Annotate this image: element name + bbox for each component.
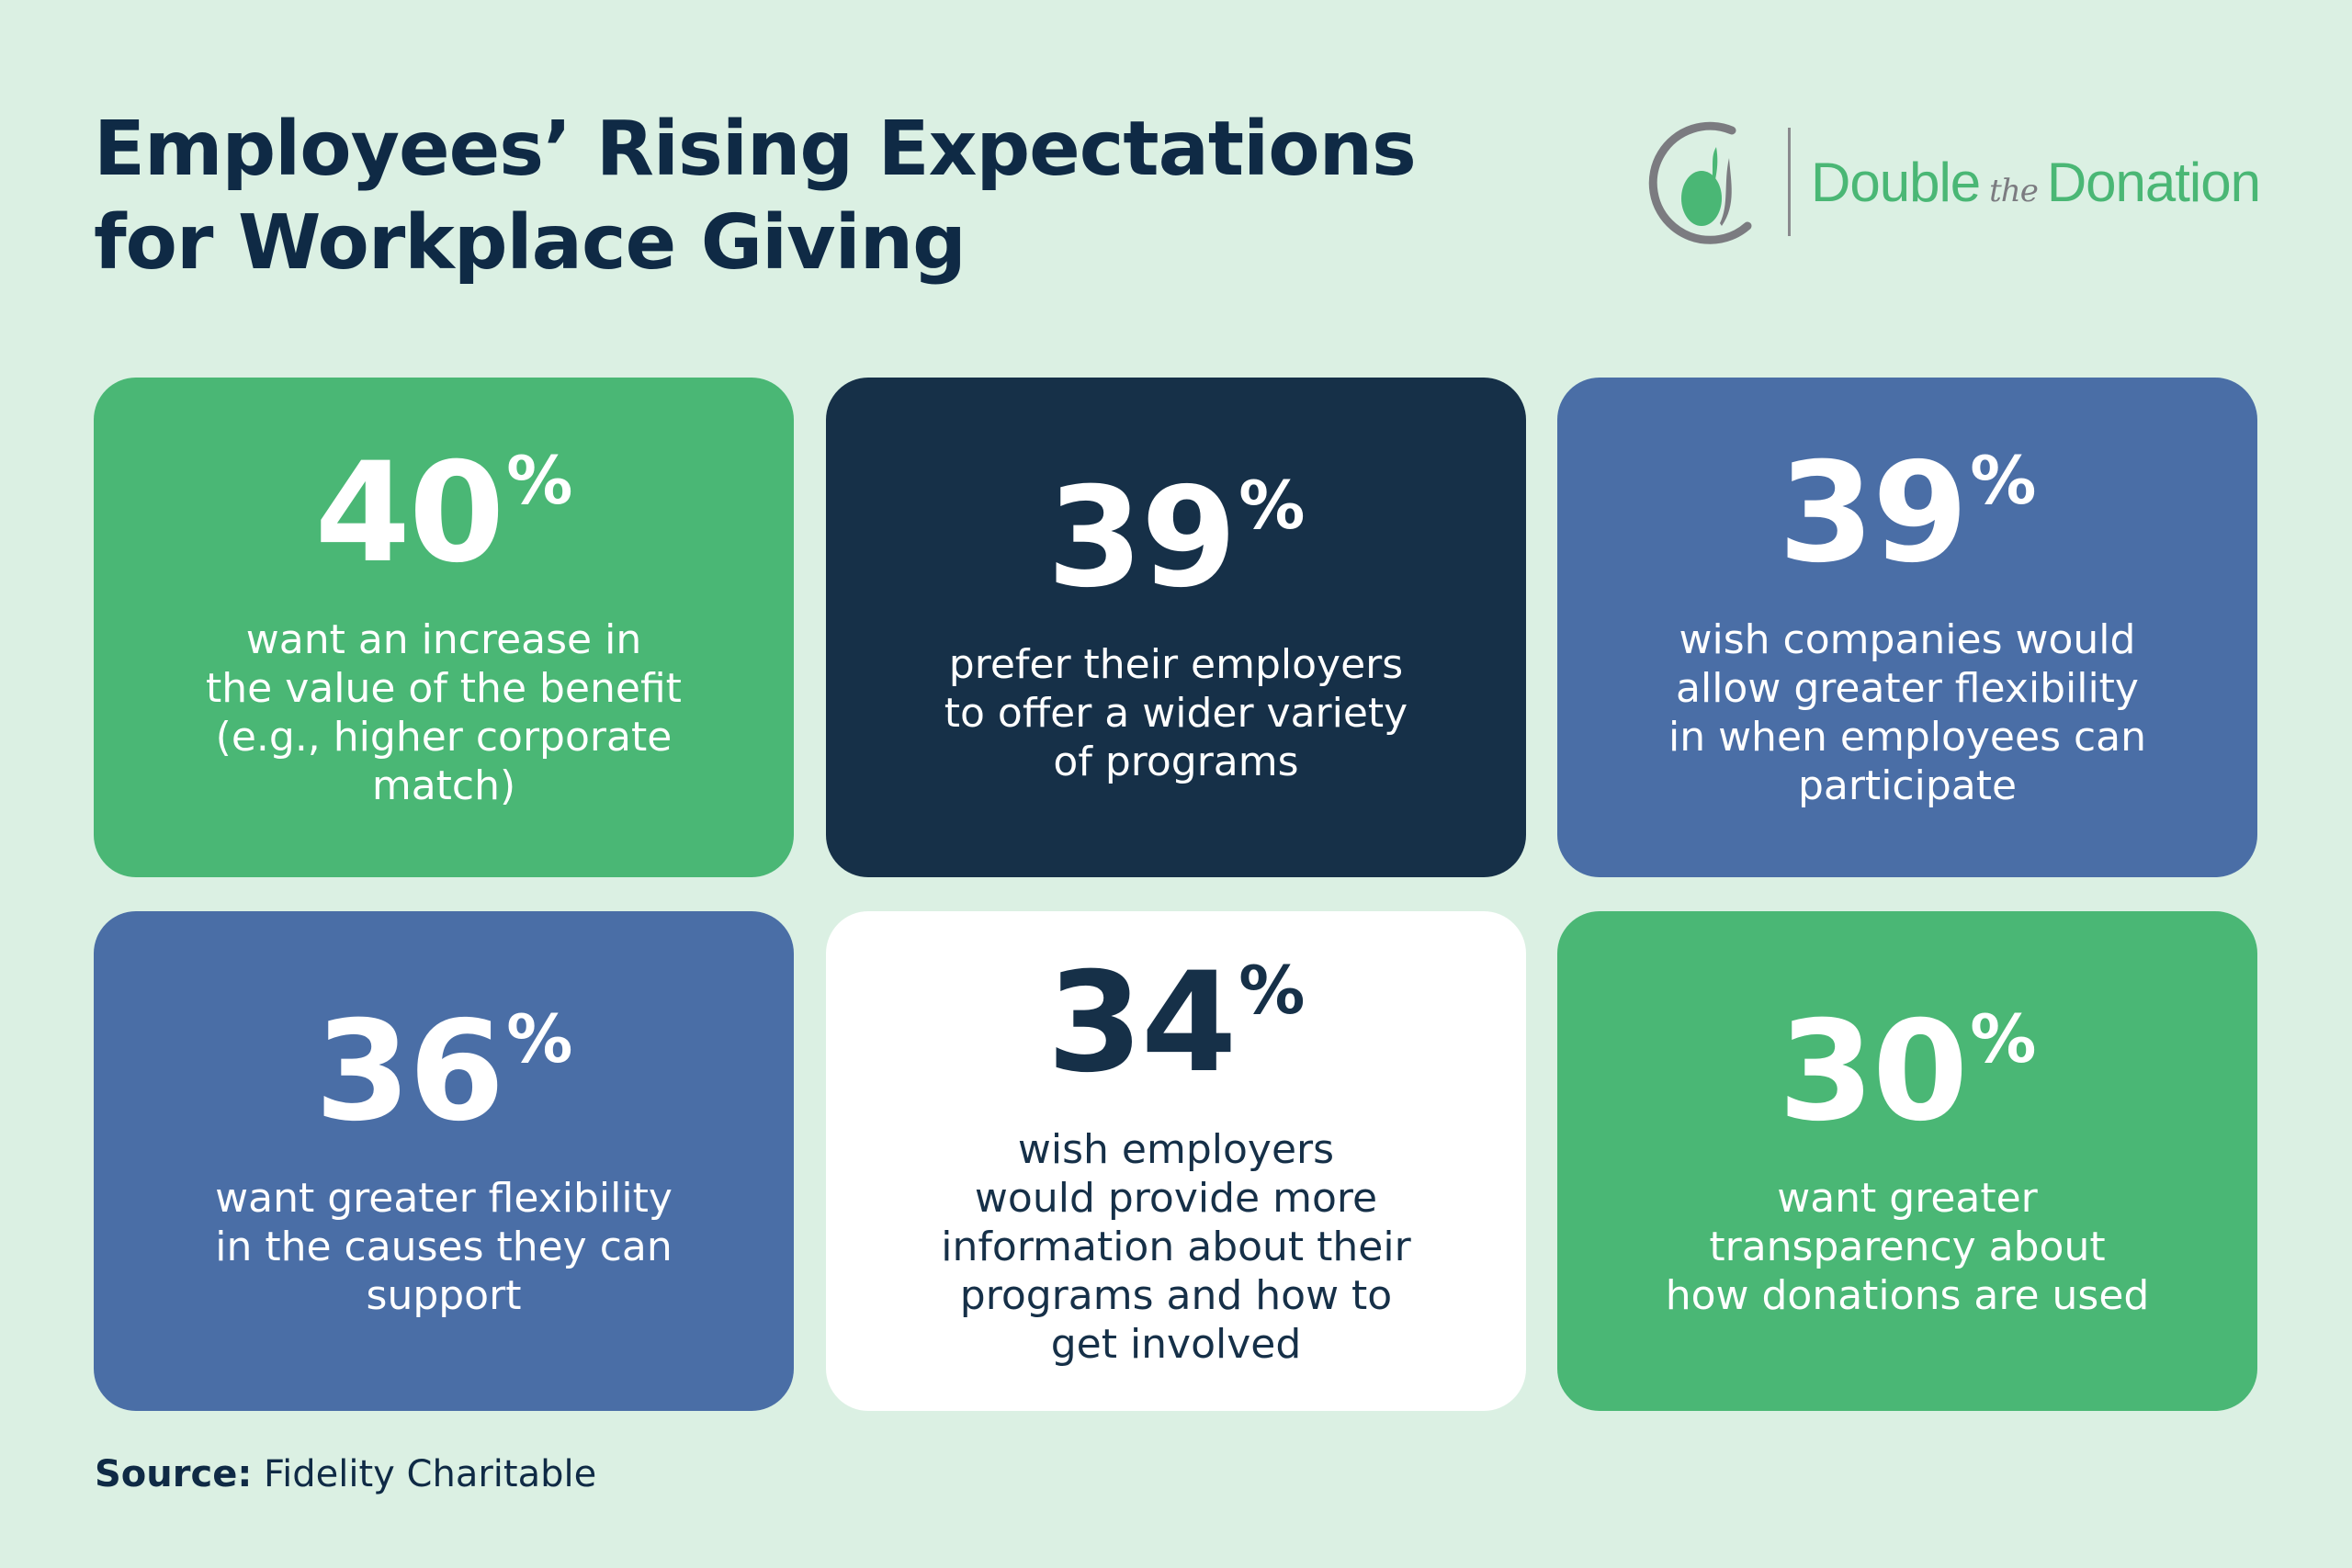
desc-line: get involved — [1050, 1320, 1302, 1368]
double-the-donation-logo: Double the Donation — [1645, 118, 2261, 246]
logo-word-donation: Donation — [2046, 151, 2261, 213]
page-title: Employees’ Rising Expectations for Workp… — [94, 103, 1417, 290]
desc-line: in when employees can — [1668, 714, 2147, 761]
desc-line: want greater flexibility — [215, 1174, 673, 1222]
stat-value: 40% — [315, 442, 573, 606]
title-line: Employees’ Rising Expectations — [94, 106, 1417, 193]
desc-line: to offer a wider variety — [944, 689, 1408, 737]
source-note: Source: Fidelity Charitable — [95, 1453, 596, 1495]
logo-word-the: the — [1989, 172, 2039, 209]
logo-wordmark: Double the Donation — [1811, 151, 2261, 214]
desc-line: want greater — [1777, 1174, 2038, 1222]
stat-value: 30% — [1779, 999, 2037, 1165]
stat-value: 34% — [1047, 951, 1306, 1116]
stat-description: want greater flexibility in the causes t… — [215, 1174, 673, 1320]
desc-line: wish employers — [1017, 1125, 1335, 1173]
logo-word-double: Double — [1811, 151, 1981, 213]
desc-line: participate — [1797, 762, 2018, 809]
desc-line: support — [366, 1271, 522, 1319]
stat-value: 36% — [315, 999, 573, 1165]
percent-sign: % — [1238, 466, 1306, 544]
desc-line: of programs — [1053, 738, 1299, 785]
stat-number: 39 — [1778, 434, 1969, 593]
percent-sign: % — [1970, 999, 2037, 1077]
stat-card-cause-flexibility: 36% want greater flexibility in the caus… — [94, 911, 794, 1411]
desc-line: how donations are used — [1665, 1271, 2150, 1319]
percent-sign: % — [1238, 951, 1306, 1029]
stat-card-increase-value: 40% want an increase in the value of the… — [94, 378, 794, 877]
desc-line: allow greater flexibility — [1676, 665, 2139, 712]
stat-value: 39% — [1779, 442, 2037, 606]
desc-line: would provide more — [974, 1174, 1378, 1222]
desc-line: programs and how to — [959, 1271, 1393, 1319]
stat-card-timing-flexibility: 39% wish companies would allow greater f… — [1557, 378, 2257, 877]
stat-description: wish employers would provide more inform… — [941, 1125, 1410, 1369]
source-label: Source: — [95, 1453, 253, 1495]
percent-sign: % — [506, 999, 573, 1077]
stat-number: 30 — [1778, 991, 1969, 1152]
stat-number: 36 — [314, 991, 505, 1152]
stat-card-wider-variety: 39% prefer their employers to offer a wi… — [826, 378, 1526, 877]
desc-line: match) — [371, 762, 516, 809]
desc-line: transparency about — [1709, 1223, 2106, 1270]
desc-line: want an increase in — [245, 616, 642, 663]
desc-line: information about their — [941, 1223, 1411, 1270]
desc-line: (e.g., higher corporate — [215, 714, 673, 761]
stat-card-transparency: 30% want greater transparency about how … — [1557, 911, 2257, 1411]
stat-number: 39 — [1046, 457, 1238, 618]
stat-value: 39% — [1047, 466, 1306, 631]
title-line: for Workplace Giving — [94, 199, 967, 287]
stat-card-more-information: 34% wish employers would provide more in… — [826, 911, 1526, 1411]
stat-description: want greater transparency about how dona… — [1666, 1174, 2150, 1320]
desc-line: the value of the benefit — [206, 665, 682, 712]
logo-divider — [1788, 128, 1791, 236]
desc-line: in the causes they can — [215, 1223, 673, 1270]
percent-sign: % — [1970, 442, 2037, 519]
stat-number: 34 — [1046, 942, 1238, 1103]
stat-description: prefer their employers to offer a wider … — [944, 640, 1408, 786]
source-text: Fidelity Charitable — [252, 1453, 597, 1495]
logo-mark-icon — [1648, 121, 1752, 244]
stat-description: wish companies would allow greater flexi… — [1668, 615, 2146, 810]
percent-sign: % — [506, 442, 573, 519]
desc-line: prefer their employers — [948, 640, 1404, 688]
stat-description: want an increase in the value of the ben… — [206, 615, 682, 810]
desc-line: wish companies would — [1679, 616, 2136, 663]
stat-number: 40 — [314, 434, 505, 593]
